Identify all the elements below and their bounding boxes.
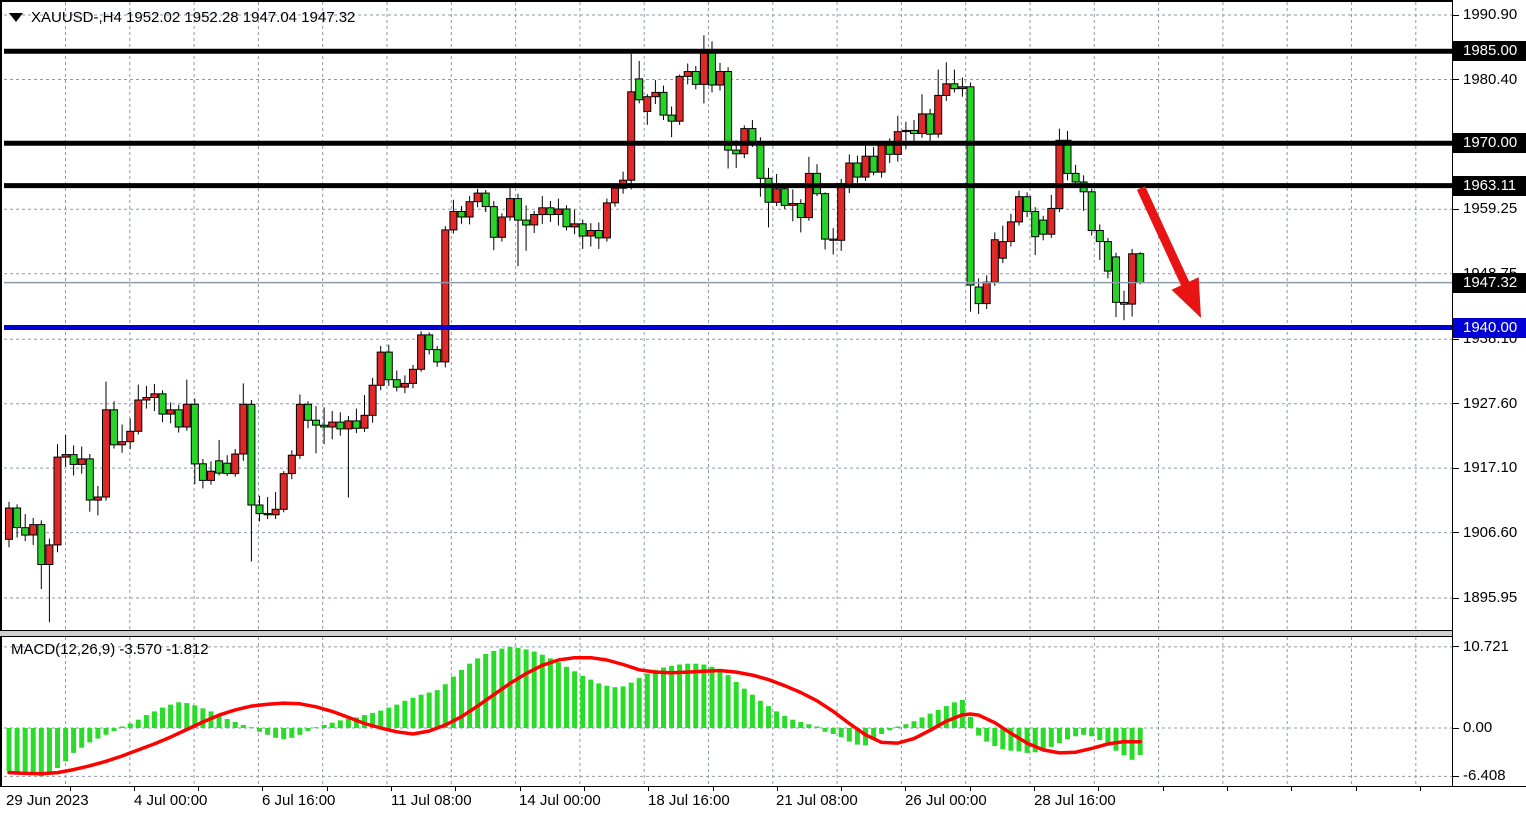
symbol-ohlc-label: XAUUSD-,H4 1952.02 1952.28 1947.04 1947.… — [9, 9, 355, 26]
macd-scale-tick — [1453, 727, 1459, 729]
price-pane-canvas[interactable] — [4, 2, 1452, 630]
price-scale[interactable]: 1990.901980.401959.251948.751938.101927.… — [1452, 0, 1526, 786]
price-scale-label: 1895.95 — [1463, 589, 1518, 606]
price-scale-tick — [1453, 403, 1459, 405]
pane-separator[interactable] — [0, 630, 1453, 637]
macd-indicator-label: MACD(12,26,9) -3.570 -1.812 — [11, 641, 209, 658]
time-axis-tick — [969, 787, 971, 791]
price-scale-label: 1906.60 — [1463, 523, 1518, 541]
price-scale-tick — [1453, 597, 1459, 599]
price-scale-tick — [1453, 338, 1459, 340]
time-axis-tick — [455, 787, 457, 791]
time-axis-tick — [69, 787, 71, 791]
time-axis-tick — [391, 787, 392, 791]
trend-arrow[interactable] — [1136, 186, 1201, 318]
price-badge: 1947.32 — [1453, 272, 1526, 293]
time-axis-tick — [1226, 787, 1228, 791]
price-badge: 1963.11 — [1453, 175, 1526, 196]
time-axis-tick — [262, 787, 264, 791]
symbol-ohlc-text: XAUUSD-,H4 1952.02 1952.28 1947.04 1947.… — [31, 9, 356, 26]
time-axis-label: 6 Jul 16:00 — [262, 792, 336, 809]
time-axis-label: 21 Jul 08:00 — [776, 792, 858, 809]
price-badge: 1940.00 — [1453, 317, 1526, 338]
time-axis-label: 29 Jun 2023 — [6, 792, 89, 809]
price-scale-tick — [1453, 14, 1459, 16]
macd-scale-label: -6.408 — [1463, 767, 1506, 785]
macd-scale-tick — [1453, 646, 1459, 648]
price-scale-tick — [1453, 79, 1459, 80]
time-axis-label: 14 Jul 00:00 — [519, 792, 601, 809]
price-scale-label: 1990.90 — [1463, 6, 1518, 23]
price-scale-label: 1927.60 — [1463, 394, 1518, 412]
macd-histogram — [6, 646, 1143, 777]
macd-signal-line — [7, 655, 1142, 776]
candles — [5, 35, 1145, 623]
window-top-border — [0, 0, 1453, 2]
price-scale-label: 1917.10 — [1463, 459, 1518, 477]
time-axis-label: 4 Jul 00:00 — [134, 792, 208, 809]
time-axis-tick — [198, 787, 200, 791]
time-axis-label: 11 Jul 08:00 — [391, 792, 472, 809]
macd-pane-canvas[interactable] — [4, 637, 1452, 786]
time-axis-tick — [133, 787, 135, 791]
price-scale-label: 1980.40 — [1463, 70, 1518, 88]
time-axis-tick — [583, 787, 585, 791]
time-axis-tick — [1162, 787, 1164, 791]
price-scale-tick — [1453, 532, 1459, 534]
macd-scale-label: 0.00 — [1463, 719, 1493, 736]
macd-scale-label: 10.721 — [1463, 637, 1509, 655]
price-scale-tick — [1453, 208, 1459, 210]
time-axis-tick — [1291, 787, 1293, 791]
time-axis-tick — [905, 787, 907, 791]
time-axis-tick — [519, 787, 521, 791]
price-gridlines — [4, 2, 1452, 630]
time-axis-tick — [1034, 787, 1035, 791]
time-axis-label: 26 Jul 00:00 — [905, 792, 987, 809]
window-left-border — [0, 0, 2, 813]
time-axis-label: 28 Jul 16:00 — [1034, 792, 1116, 809]
time-axis-tick — [1419, 787, 1421, 791]
time-axis-tick — [712, 787, 714, 791]
time-axis-label: 18 Jul 16:00 — [648, 792, 730, 809]
time-axis-tick — [841, 787, 843, 791]
triangle-down-icon — [9, 13, 23, 22]
macd-scale-tick — [1453, 775, 1459, 777]
time-axis-tick — [1355, 787, 1357, 791]
price-scale-label: 1959.25 — [1463, 200, 1518, 218]
time-axis-tick — [648, 787, 650, 791]
price-scale-tick — [1453, 467, 1459, 469]
time-axis-tick — [326, 787, 328, 791]
price-badge: 1985.00 — [1453, 41, 1526, 62]
time-axis[interactable]: 29 Jun 2023 4 Jul 00:00 6 Jul 16:00 11 Jul … — [0, 786, 1526, 813]
price-badge: 1970.00 — [1453, 133, 1526, 154]
time-axis-tick — [1098, 787, 1100, 791]
time-axis-tick — [776, 787, 778, 791]
